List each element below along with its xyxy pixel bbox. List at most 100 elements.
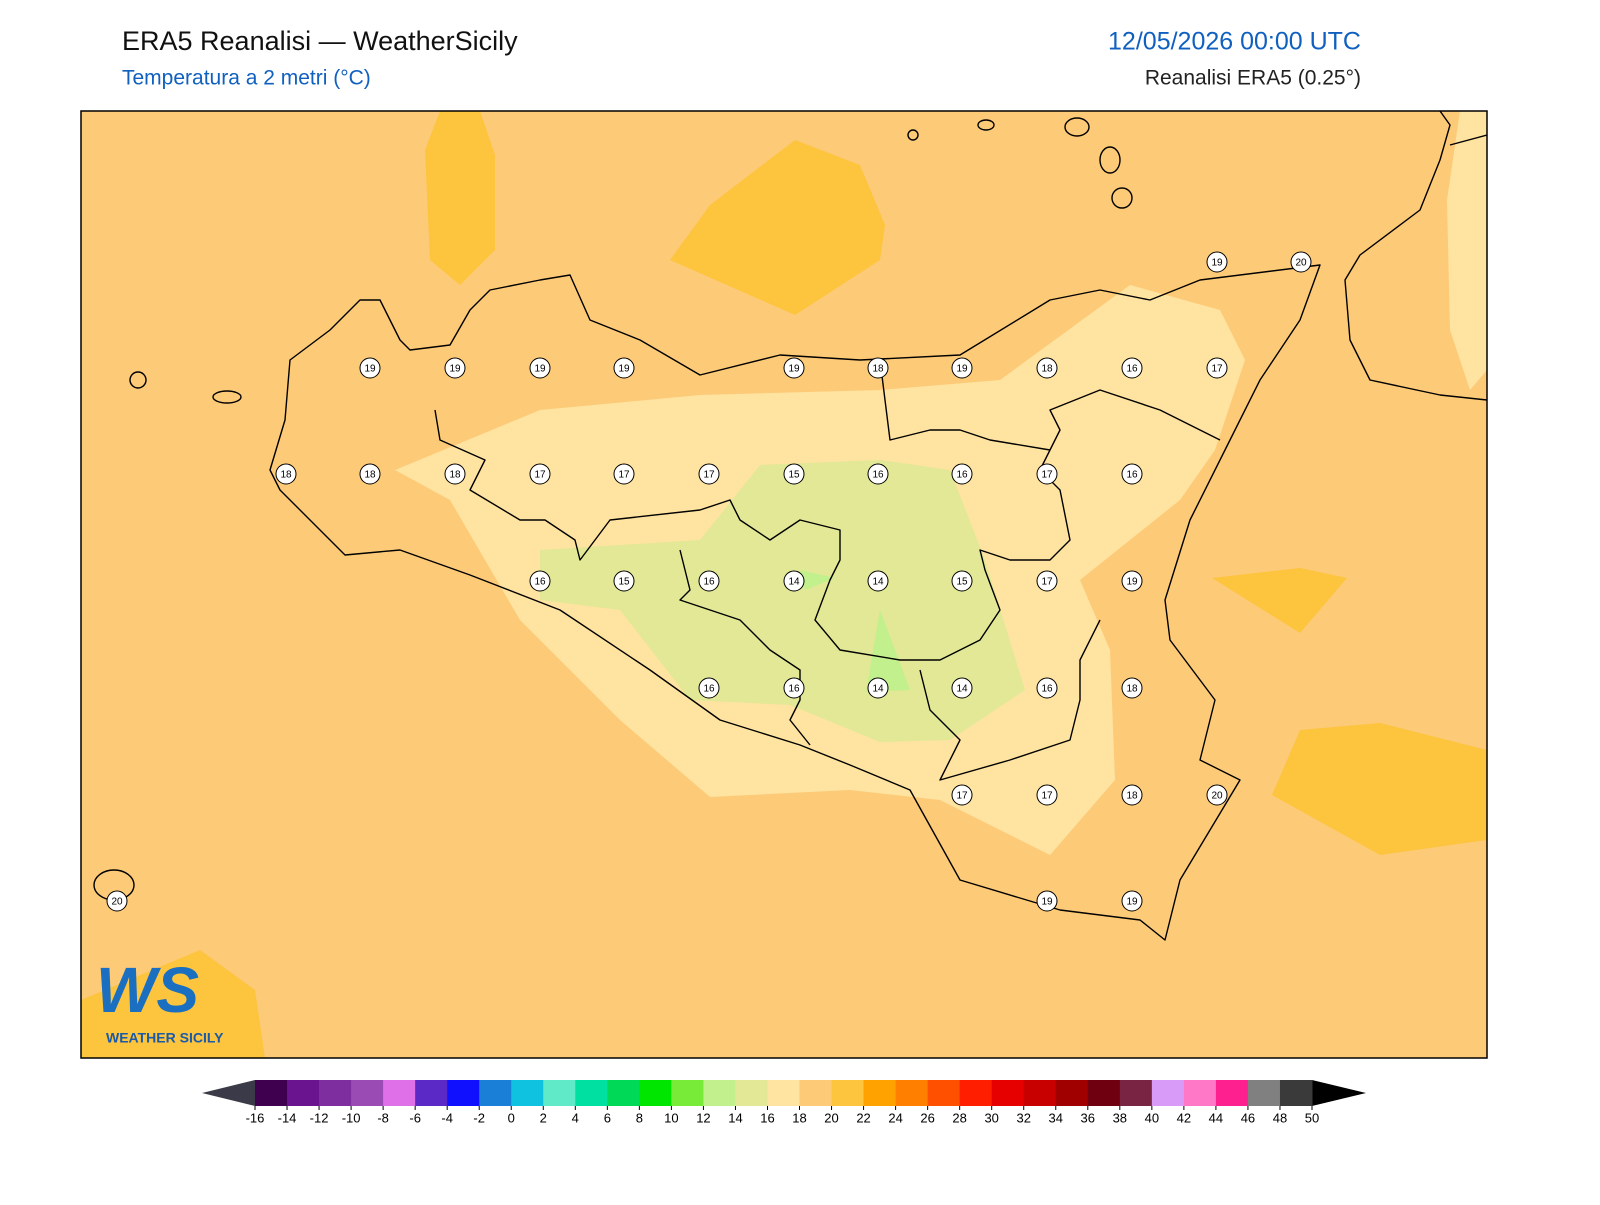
station-value: 17 (956, 791, 968, 802)
station-value: 20 (111, 897, 123, 908)
station-value: 18 (1041, 364, 1053, 375)
station-marker (783, 463, 805, 485)
colorbar-bin (639, 1080, 672, 1106)
colorbar-tick-label: -14 (278, 1110, 297, 1125)
colorbar-bin (703, 1080, 736, 1106)
colorbar-tick-label: -6 (409, 1110, 421, 1125)
station-value: 18 (364, 470, 376, 481)
station: 20 (1206, 784, 1228, 806)
station-value: 14 (872, 577, 884, 588)
station: 19 (444, 357, 466, 379)
station-value: 16 (788, 684, 800, 695)
colorbar-tick-label: 48 (1273, 1110, 1287, 1125)
colorbar-tick-label: 42 (1177, 1110, 1191, 1125)
station: 14 (867, 570, 889, 592)
station-value: 15 (788, 470, 800, 481)
station-marker (1206, 357, 1228, 379)
colorbar-tick-label: 8 (636, 1110, 643, 1125)
station-marker (1036, 677, 1058, 699)
station: 16 (951, 463, 973, 485)
province-borders (434, 359, 1221, 781)
colorbar-tick-label: 26 (920, 1110, 934, 1125)
map-frame (80, 110, 1488, 1059)
station-value: 18 (280, 470, 292, 481)
station: 18 (1121, 677, 1143, 699)
logo-text: WEATHER SICILY (106, 1030, 224, 1046)
colorbar-bin (1151, 1080, 1185, 1106)
station-marker (867, 570, 889, 592)
map-area: 19 19 19 19 19 18 19 18 16 17 19 20 18 18 18 17 17 17 15 16… (81, 111, 1487, 1058)
station: 16 (698, 570, 720, 592)
colorbar-bin (1279, 1080, 1313, 1106)
colorbar-tick-label: -10 (342, 1110, 361, 1125)
station-value: 16 (1126, 364, 1138, 375)
station-value: 14 (872, 684, 884, 695)
station: 19 (783, 357, 805, 379)
colorbar-bin (735, 1080, 768, 1106)
station-value: 17 (618, 470, 630, 481)
station: 19 (613, 357, 635, 379)
station-value: 17 (534, 470, 546, 481)
colorbar-bin (1055, 1080, 1089, 1106)
station: 16 (1036, 677, 1058, 699)
station-marker (951, 463, 973, 485)
colorbar-tick-label: 28 (952, 1110, 966, 1125)
colorbar-tick-label: -12 (310, 1110, 329, 1125)
station: 19 (1121, 890, 1143, 912)
station-marker (1206, 784, 1228, 806)
colorbar-tick-label: 16 (760, 1110, 774, 1125)
coastline-calabria (1344, 111, 1487, 401)
station: 15 (951, 570, 973, 592)
colorbar-bin (287, 1080, 320, 1106)
station-value: 20 (1211, 791, 1223, 802)
station-marker (951, 357, 973, 379)
station-marker (783, 677, 805, 699)
colorbar-tick-label: 12 (696, 1110, 710, 1125)
colorbar-tick-label: 32 (1016, 1110, 1030, 1125)
colorbar-bin (895, 1080, 929, 1106)
station: 18 (359, 463, 381, 485)
station: 19 (1121, 570, 1143, 592)
station-marker (1036, 357, 1058, 379)
station-marker (106, 890, 128, 912)
field-20-22 (81, 111, 1487, 1058)
station-marker (1121, 890, 1143, 912)
colorbar-bin (767, 1080, 801, 1106)
station: 17 (1036, 784, 1058, 806)
station-value: 17 (1211, 364, 1223, 375)
station-marker (867, 463, 889, 485)
station-marker (275, 463, 297, 485)
station-marker (783, 357, 805, 379)
station-value: 19 (364, 364, 376, 375)
station: 18 (275, 463, 297, 485)
colorbar-tick-label: -8 (377, 1110, 389, 1125)
station: 19 (1036, 890, 1058, 912)
colorbar-tick-label: 6 (604, 1110, 611, 1125)
station-value: 17 (1041, 791, 1053, 802)
station: 16 (529, 570, 551, 592)
colorbar-bin (255, 1080, 288, 1106)
field-12-14 (800, 570, 910, 692)
colorbar-bin (1119, 1080, 1153, 1106)
title: ERA5 Reanalisi — WeatherSicily (122, 26, 518, 56)
station-value: 18 (1126, 684, 1138, 695)
station-marker (613, 570, 635, 592)
colorbar-tick-label: 30 (984, 1110, 998, 1125)
colorbar-tick-label: 4 (572, 1110, 579, 1125)
station: 14 (783, 570, 805, 592)
subtitle: Temperatura a 2 metri (°C) (122, 67, 371, 90)
colorbar-bin (607, 1080, 640, 1106)
logo-mark: WS (96, 954, 199, 1026)
station: 17 (951, 784, 973, 806)
station-value: 14 (788, 577, 800, 588)
colorbar-bin (543, 1080, 576, 1106)
colorbar-bin (671, 1080, 704, 1106)
colorbar-bin (415, 1080, 448, 1106)
colorbar-tick-label: 44 (1209, 1110, 1223, 1125)
station-value: 14 (956, 684, 968, 695)
station-marker (1036, 570, 1058, 592)
colorbar-tick-label: 40 (1145, 1110, 1159, 1125)
station-marker (1036, 463, 1058, 485)
colorbar-tick-label: -2 (473, 1110, 485, 1125)
